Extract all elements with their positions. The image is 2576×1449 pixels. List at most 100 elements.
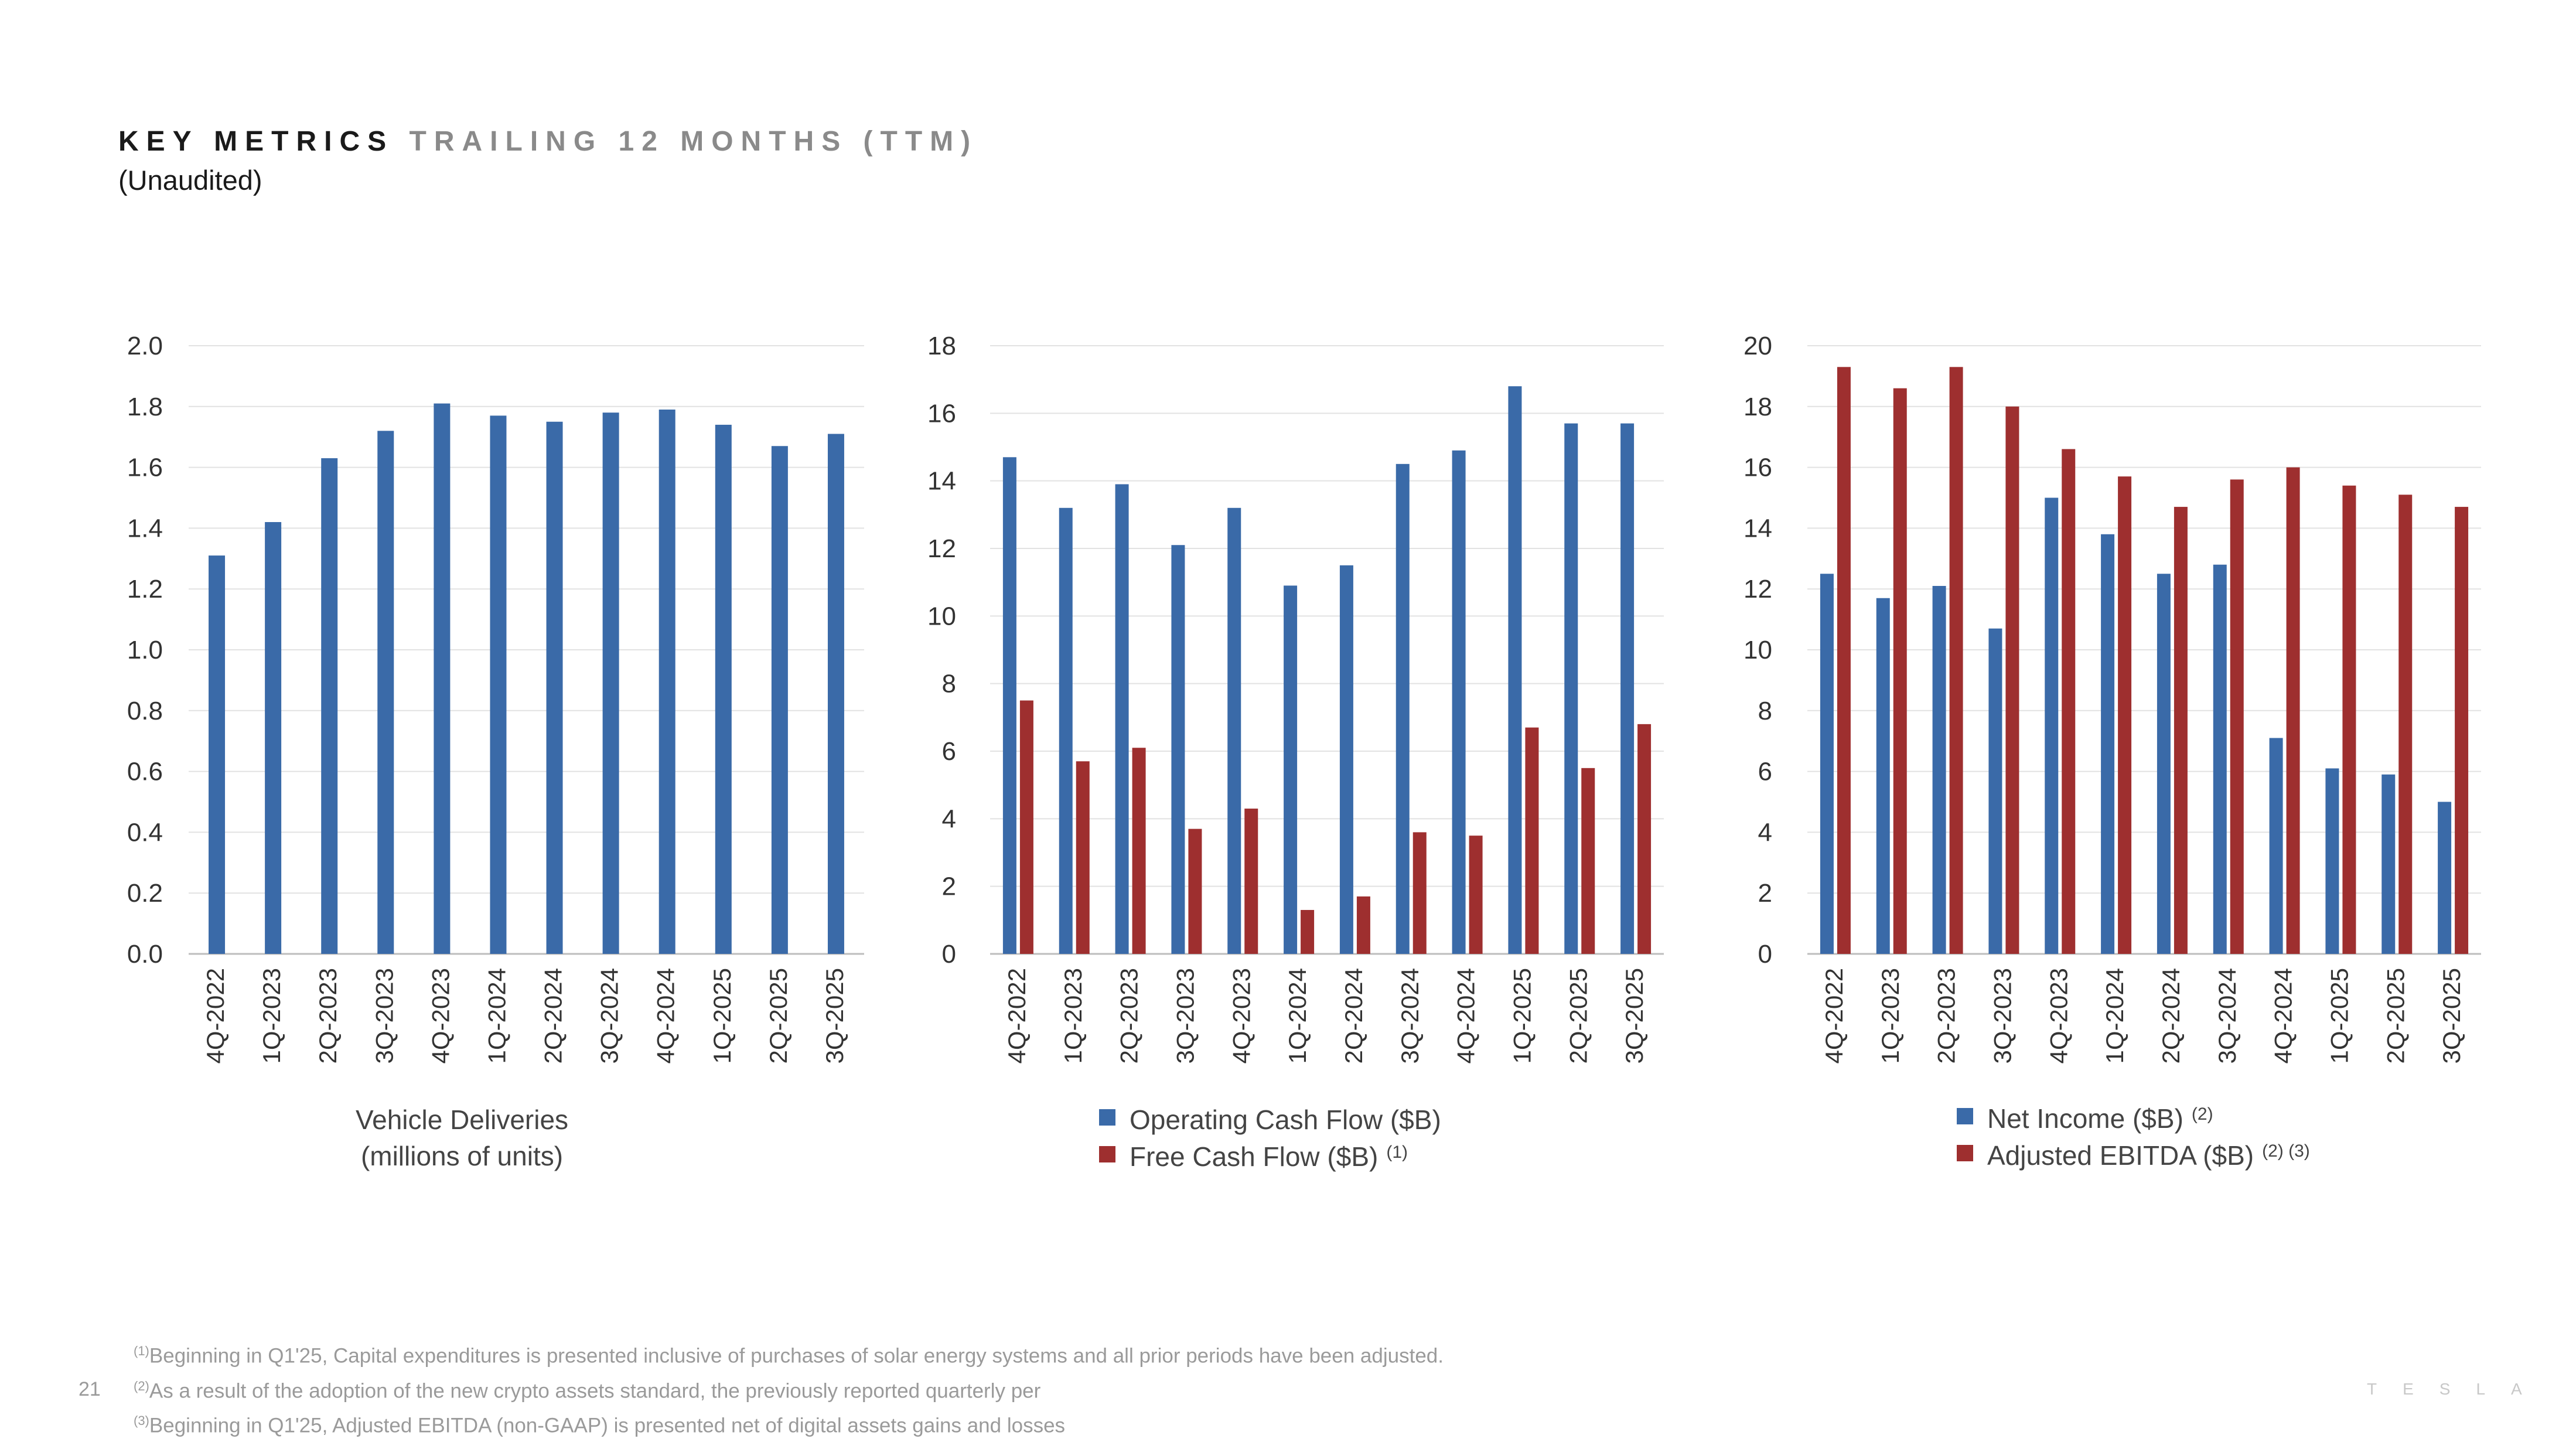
bar xyxy=(1227,507,1241,954)
bar xyxy=(434,403,451,954)
y-tick-label: 10 xyxy=(927,602,956,630)
bar xyxy=(1837,367,1851,954)
x-tick-label: 2Q-2024 xyxy=(1340,968,1367,1063)
bar xyxy=(2118,476,2132,954)
y-tick-label: 12 xyxy=(927,534,956,563)
bar xyxy=(1396,463,1410,954)
page-number: 21 xyxy=(79,1378,101,1400)
x-tick-label: 4Q-2023 xyxy=(427,968,454,1063)
title-light: TRAILING 12 MONTHS (TTM) xyxy=(409,126,978,157)
bar xyxy=(2045,497,2059,954)
x-tick-label: 3Q-2023 xyxy=(1988,968,2016,1063)
bar xyxy=(1452,450,1466,954)
page-title: KEY METRICS TRAILING 12 MONTHS (TTM) xyxy=(118,125,978,158)
bar xyxy=(1988,628,2002,954)
y-tick-label: 1.4 xyxy=(127,514,163,543)
footnote-2-text: As a result of the adoption of the new c… xyxy=(149,1379,1041,1403)
y-tick-label: 16 xyxy=(1744,454,1772,482)
bar xyxy=(321,458,338,954)
bar xyxy=(1115,484,1129,954)
legend-swatch xyxy=(1099,1146,1115,1162)
x-tick-label: 4Q-2023 xyxy=(1227,968,1255,1063)
bar xyxy=(2286,467,2300,954)
x-tick-label: 2Q-2024 xyxy=(2157,968,2185,1063)
x-tick-label: 2Q-2023 xyxy=(1933,968,1960,1063)
bar xyxy=(2157,574,2171,954)
bar xyxy=(2325,768,2339,954)
bar xyxy=(1525,727,1539,954)
bar xyxy=(1620,423,1635,954)
bar xyxy=(2213,564,2227,954)
y-tick-label: 14 xyxy=(1744,514,1772,543)
footnote-2-mark: (2) xyxy=(134,1378,149,1393)
y-tick-label: 2.0 xyxy=(127,332,163,360)
footnotes: (1)Beginning in Q1'25, Capital expenditu… xyxy=(134,1336,1444,1441)
bar xyxy=(1508,386,1522,954)
bar xyxy=(1876,598,1890,954)
bar xyxy=(265,522,282,954)
bar xyxy=(2101,534,2115,954)
brand-logo: TESLA xyxy=(2367,1380,2548,1398)
bar xyxy=(2005,406,2019,954)
bar xyxy=(2381,774,2396,954)
x-tick-label: 2Q-2023 xyxy=(1115,968,1143,1063)
bar xyxy=(1949,367,1963,954)
x-tick-label: 1Q-2025 xyxy=(2325,968,2353,1063)
bar xyxy=(1820,574,1834,954)
x-tick-label: 3Q-2025 xyxy=(2438,968,2465,1063)
title-bold: KEY METRICS xyxy=(118,126,394,157)
bar xyxy=(602,412,619,954)
y-tick-label: 2 xyxy=(1758,879,1772,908)
footnote-2: (2)As a result of the adoption of the ne… xyxy=(134,1371,1444,1406)
y-tick-label: 2 xyxy=(942,872,956,901)
x-tick-label: 2Q-2025 xyxy=(765,968,792,1063)
x-tick-label: 3Q-2025 xyxy=(1620,968,1648,1063)
y-tick-label: 1.0 xyxy=(127,636,163,664)
y-tick-label: 0 xyxy=(1758,940,1772,969)
y-tick-label: 0 xyxy=(942,940,956,969)
x-tick-label: 3Q-2025 xyxy=(821,968,848,1063)
legend-label: Adjusted EBITDA ($B) (2) (3) xyxy=(1987,1140,2310,1171)
x-tick-label: 2Q-2024 xyxy=(540,968,567,1063)
y-tick-label: 8 xyxy=(942,670,956,698)
y-tick-label: 6 xyxy=(1758,758,1772,786)
bar xyxy=(1059,507,1073,954)
bar xyxy=(1637,724,1652,954)
bar xyxy=(1412,832,1427,954)
y-tick-label: 0.4 xyxy=(127,818,163,847)
x-tick-label: 3Q-2023 xyxy=(370,968,398,1063)
x-tick-label: 1Q-2024 xyxy=(1284,968,1311,1063)
bar xyxy=(1469,836,1483,954)
bar xyxy=(2455,507,2469,954)
footnote-3-text: Beginning in Q1'25, Adjusted EBITDA (non… xyxy=(149,1414,1066,1437)
bar xyxy=(209,555,226,954)
footnote-3-mark: (3) xyxy=(134,1413,149,1428)
y-tick-label: 6 xyxy=(942,737,956,766)
y-tick-label: 20 xyxy=(1744,332,1772,360)
legend-label: Free Cash Flow ($B) (1) xyxy=(1130,1141,1408,1172)
x-tick-label: 4Q-2022 xyxy=(1003,968,1031,1063)
y-tick-label: 12 xyxy=(1744,575,1772,604)
bar xyxy=(1339,565,1353,954)
legend-footnote-mark: (1) xyxy=(1386,1143,1408,1162)
x-tick-label: 1Q-2025 xyxy=(1508,968,1536,1063)
x-tick-label: 2Q-2025 xyxy=(1564,968,1592,1063)
bar xyxy=(2062,449,2076,954)
bar xyxy=(2342,485,2356,954)
axis-caption: Vehicle Deliveries xyxy=(356,1104,568,1135)
x-tick-label: 4Q-2024 xyxy=(652,968,680,1063)
y-tick-label: 1.6 xyxy=(127,454,163,482)
y-tick-label: 0.0 xyxy=(127,940,163,969)
footnote-3: (3)Beginning in Q1'25, Adjusted EBITDA (… xyxy=(134,1406,1444,1441)
x-tick-label: 3Q-2024 xyxy=(2213,968,2241,1063)
bar xyxy=(1893,388,1907,954)
x-tick-label: 1Q-2023 xyxy=(1876,968,1904,1063)
x-tick-label: 4Q-2022 xyxy=(1820,968,1848,1063)
bar xyxy=(2438,802,2452,954)
bar xyxy=(490,415,507,954)
y-tick-label: 0.2 xyxy=(127,879,163,908)
x-tick-label: 3Q-2024 xyxy=(1396,968,1424,1063)
x-tick-label: 2Q-2025 xyxy=(2381,968,2409,1063)
y-tick-label: 14 xyxy=(927,467,956,496)
